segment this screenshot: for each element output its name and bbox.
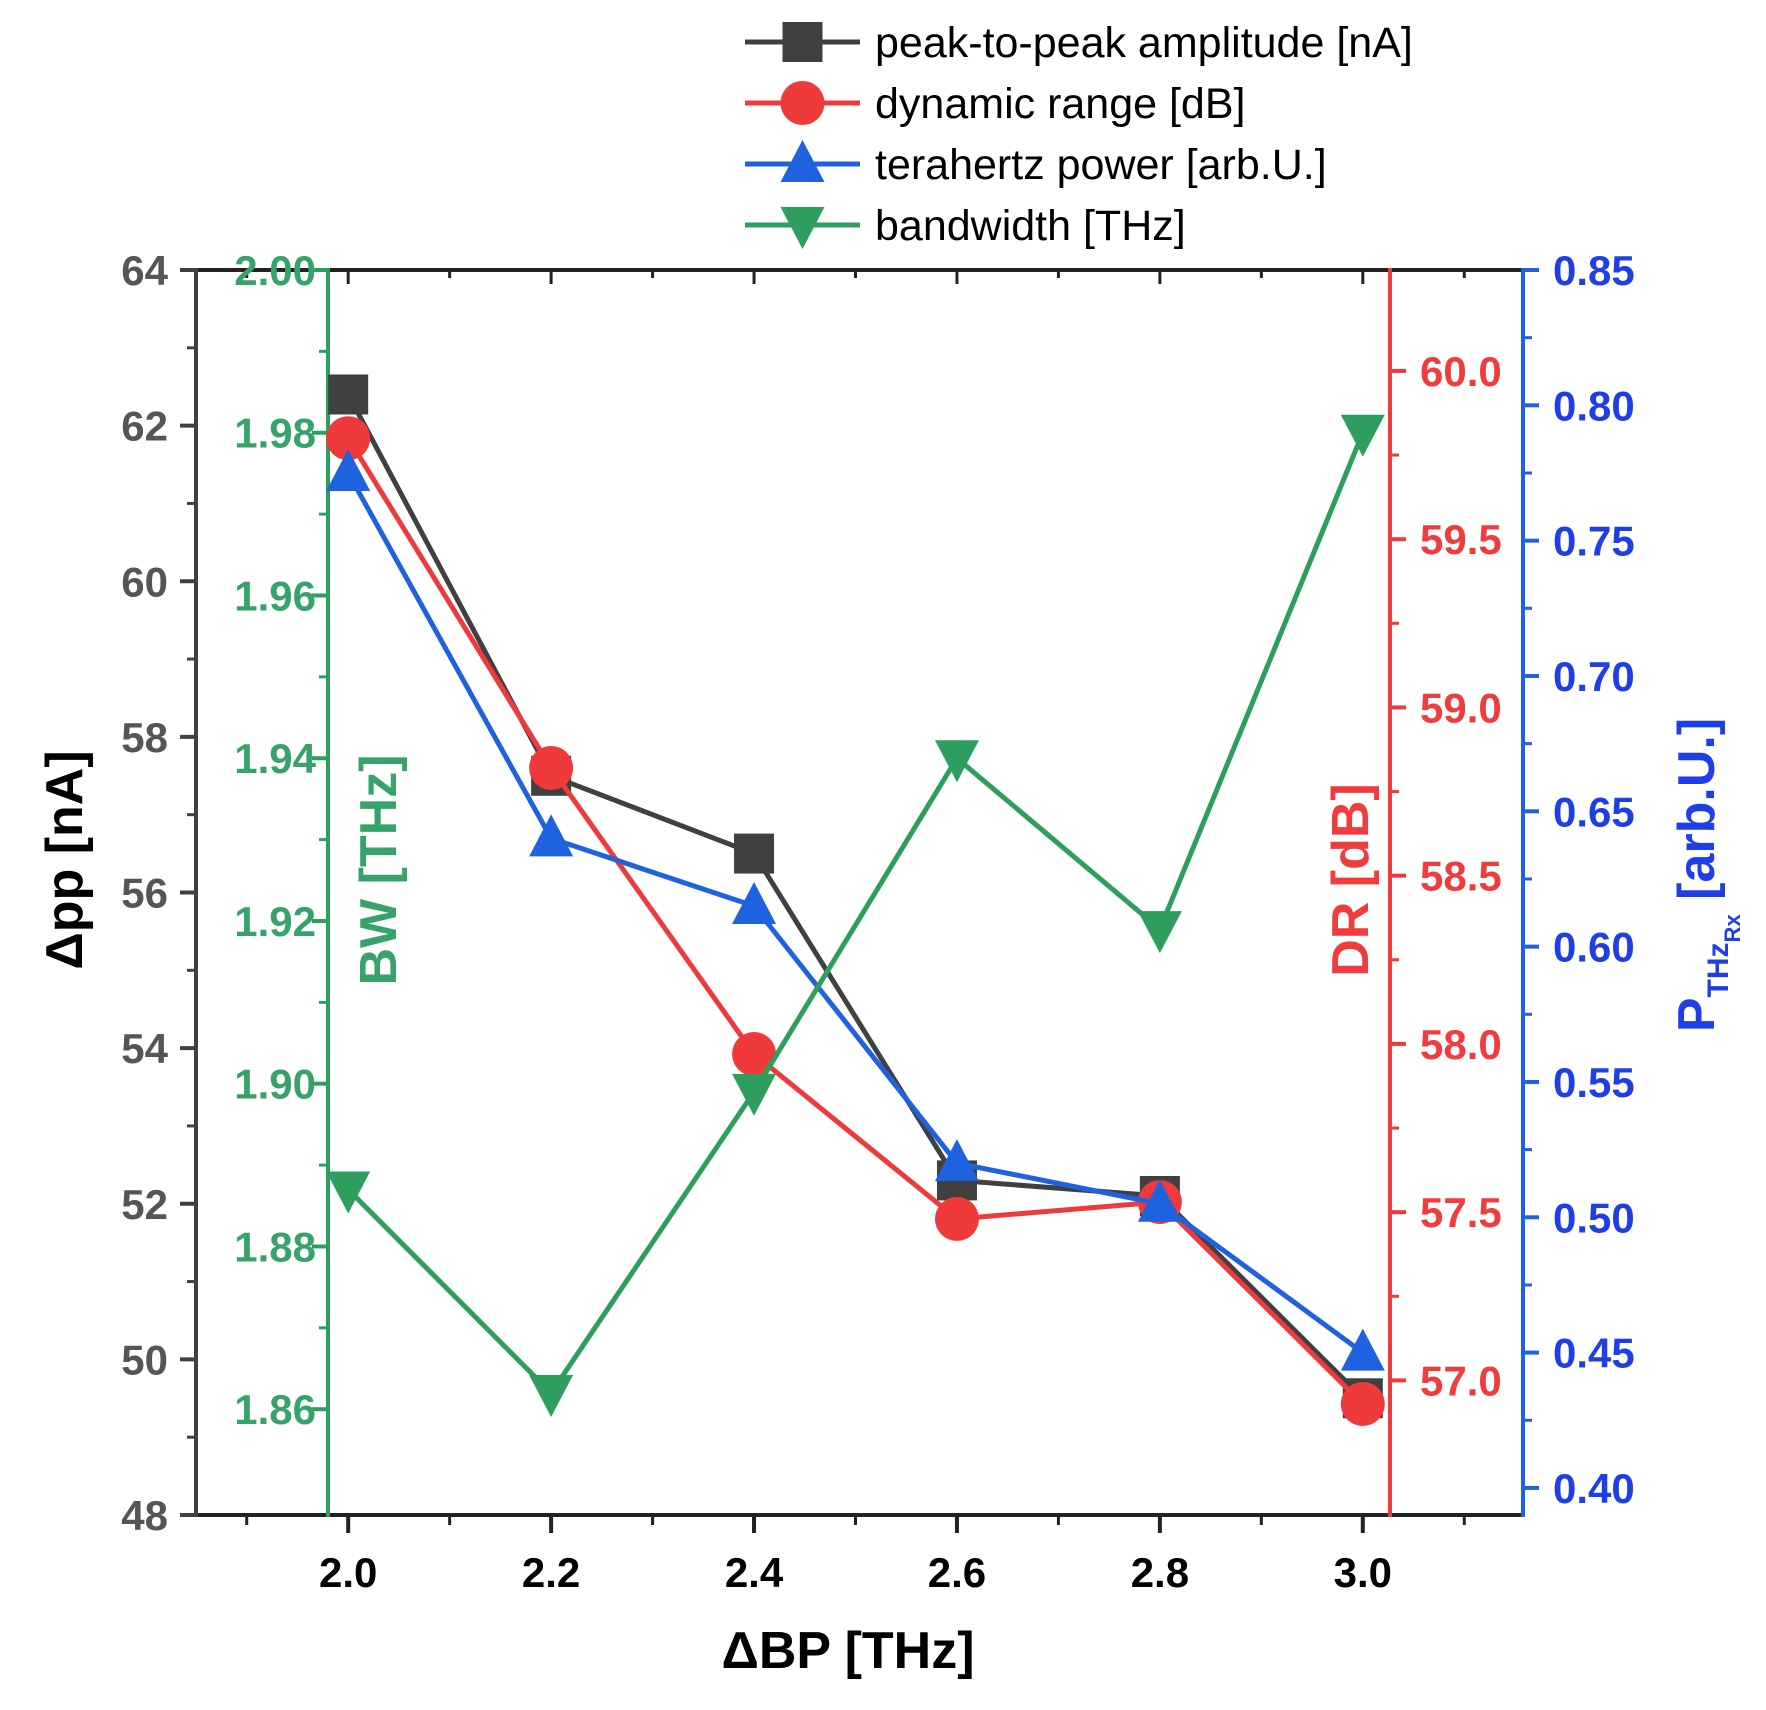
data-point — [934, 1139, 979, 1182]
right-blue-axis-tick-label: 0.70 — [1553, 653, 1635, 700]
data-point — [732, 882, 777, 925]
legend: peak-to-peak amplitude [nA] dynamic range… — [745, 19, 1413, 250]
right-blue-axis-tick-label: 0.85 — [1553, 247, 1635, 294]
x-tick-label: 2.8 — [1131, 1549, 1189, 1596]
right-blue-axis-tick-label: 0.40 — [1553, 1465, 1635, 1512]
left-dark-axis-tick-label: 48 — [121, 1492, 168, 1539]
data-point — [1340, 414, 1385, 457]
right-red-axis-tick-label: 59.0 — [1420, 684, 1502, 731]
left-green-axis-tick-label: 1.96 — [234, 572, 316, 619]
right-blue-axis-tick-label: 0.60 — [1553, 924, 1635, 971]
right-blue-axis-tick-label: 0.75 — [1553, 518, 1635, 565]
right-red-axis-tick-label: 60.0 — [1420, 348, 1502, 395]
legend-marker — [780, 81, 825, 125]
x-tick-label: 3.0 — [1334, 1549, 1392, 1596]
legend-label: dynamic range [dB] — [875, 80, 1245, 128]
series-triangle-down — [326, 414, 1385, 1417]
right-blue-axis-tick-label: 0.80 — [1553, 382, 1635, 429]
x-tick-label: 2.0 — [319, 1549, 377, 1596]
right-red-axis-tick-label: 58.0 — [1420, 1021, 1502, 1068]
data-point — [529, 1374, 574, 1417]
x-tick-label: 2.4 — [725, 1549, 784, 1596]
left-green-axis-tick-label: 1.88 — [234, 1223, 316, 1270]
right-red-axis-title: DR [dB] — [1322, 783, 1380, 977]
left-green-axis-tick-label: 1.92 — [234, 898, 316, 945]
left-dark-axis-tick-label: 64 — [121, 247, 168, 294]
series-square — [328, 374, 1383, 1419]
right-red-axis-tick-label: 58.5 — [1420, 853, 1502, 900]
right-red-axis-tick-label: 57.0 — [1420, 1357, 1502, 1404]
left-green-axis-tick-label: 1.90 — [234, 1061, 316, 1108]
right-blue-axis-tick-label: 0.50 — [1553, 1194, 1635, 1241]
data-point — [529, 814, 574, 857]
left-dark-axis-title: Δpp [nA] — [36, 750, 94, 969]
legend-label: bandwidth [THz] — [875, 202, 1186, 250]
left-dark-axis-tick-label: 58 — [121, 714, 168, 761]
series-line — [345, 393, 1365, 1401]
left-green-axis-tick-label: 1.98 — [234, 410, 316, 457]
x-tick-label: 2.2 — [522, 1549, 580, 1596]
data-point — [326, 1171, 371, 1214]
right-blue-axis-tick-label: 0.65 — [1553, 788, 1635, 835]
left-dark-axis-tick-label: 60 — [121, 558, 168, 605]
axes-layer: 2.0 2.2 2.4 2.6 2.8 3.0 48 50 52 54 56 58 60 62 64 1.86… — [121, 247, 1634, 1596]
data-point — [934, 1196, 979, 1241]
data-point — [1340, 1381, 1385, 1426]
left-green-axis-tick-label: 1.86 — [234, 1386, 316, 1433]
left-dark-axis-tick-label: 54 — [121, 1025, 168, 1072]
left-green-axis-title: BW [THz] — [350, 754, 408, 985]
data-point — [326, 416, 371, 461]
data-point — [934, 740, 979, 783]
left-dark-axis-tick-label: 56 — [121, 870, 168, 917]
data-point — [1137, 911, 1182, 954]
series-triangle-up — [326, 448, 1385, 1371]
legend-marker — [780, 207, 825, 249]
right-blue-axis-title: PTHzRx [arb.U.] — [1668, 718, 1745, 1032]
right-blue-axis-tick-label: 0.45 — [1553, 1330, 1635, 1377]
series-layer — [326, 374, 1385, 1426]
data-point — [1340, 1328, 1385, 1371]
right-red-axis-tick-label: 59.5 — [1420, 516, 1502, 563]
data-point — [732, 1073, 777, 1116]
data-point — [326, 448, 371, 491]
left-dark-axis-tick-label: 50 — [121, 1336, 168, 1383]
left-green-axis-tick-label: 2.00 — [234, 247, 316, 294]
axis-titles: ΔBP [THz] Δpp [nA] BW [THz] DR [dB] PTHz… — [36, 718, 1745, 1680]
data-point — [734, 833, 775, 874]
left-dark-axis-tick-label: 62 — [121, 403, 168, 450]
left-dark-axis-tick-label: 52 — [121, 1181, 168, 1228]
right-blue-axis-tick-label: 0.55 — [1553, 1059, 1635, 1106]
legend-marker — [782, 22, 823, 62]
right-red-axis-tick-label: 57.5 — [1420, 1189, 1502, 1236]
series-line — [346, 471, 1365, 1355]
data-point — [529, 746, 574, 790]
series-line — [346, 431, 1366, 1396]
data-point — [732, 1032, 777, 1077]
legend-label: peak-to-peak amplitude [nA] — [875, 19, 1413, 67]
data-point — [328, 374, 369, 415]
left-green-axis-tick-label: 1.94 — [234, 735, 316, 782]
x-tick-label: 2.6 — [928, 1549, 986, 1596]
x-axis-title: ΔBP [THz] — [721, 1622, 974, 1680]
legend-marker — [780, 140, 825, 182]
data-point — [1137, 1179, 1182, 1222]
series-line — [346, 436, 1365, 1406]
legend-label: terahertz power [arb.U.] — [875, 141, 1327, 189]
